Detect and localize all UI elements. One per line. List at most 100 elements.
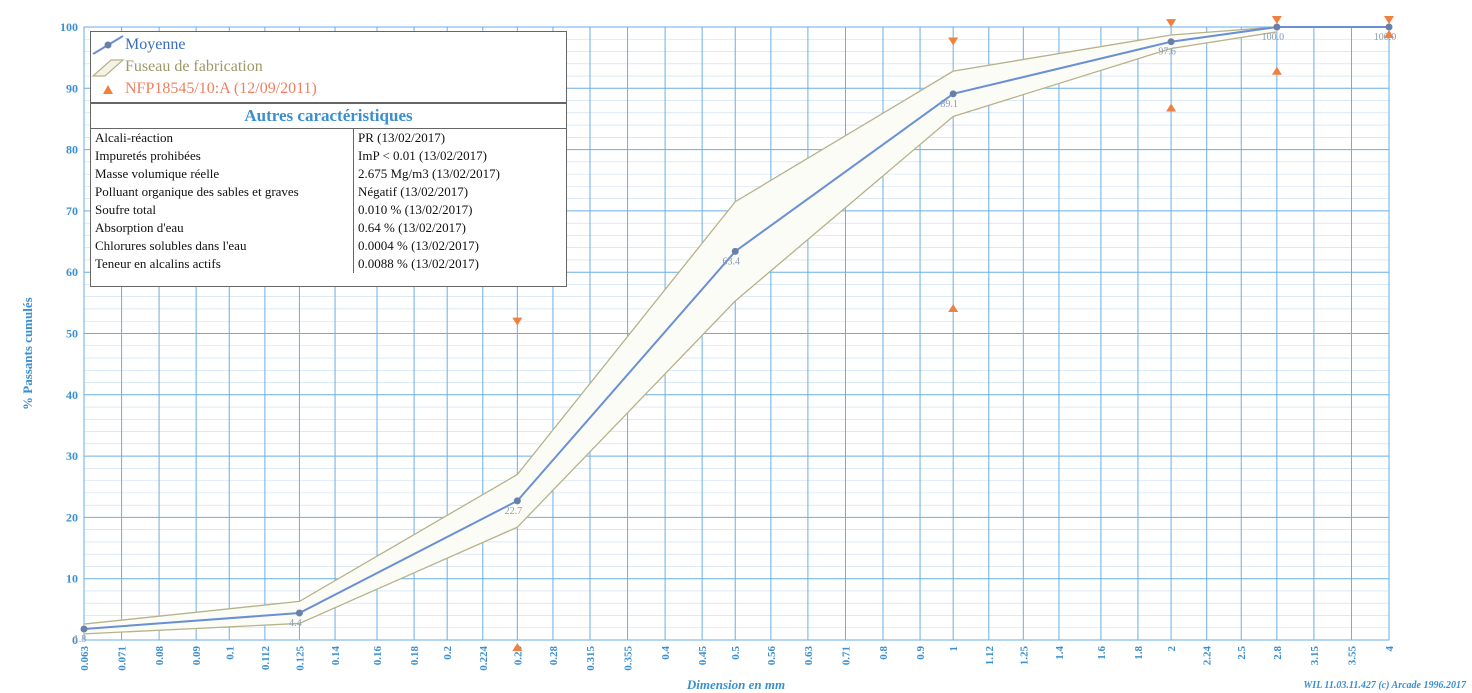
data-point-moyenne (731, 247, 739, 255)
characteristics-title: Autres caractéristiques (91, 104, 566, 129)
x-tick-label: 0.28 (548, 646, 560, 666)
x-tick-label: 1.6 (1096, 646, 1108, 660)
data-label-moyenne: 1.8 (74, 634, 87, 645)
row-name: Masse volumique réelle (91, 165, 354, 183)
x-tick-label: 1.25 (1018, 646, 1030, 666)
row-value: 0.64 % (13/02/2017) (358, 220, 466, 235)
row-value: 0.0088 % (13/02/2017) (358, 256, 479, 271)
spec-min-marker (1166, 103, 1177, 112)
row-name: Alcali-réaction (91, 129, 354, 147)
spec-min-marker (512, 643, 523, 651)
data-point-moyenne (1167, 38, 1175, 46)
x-tick-label: 0.315 (585, 646, 597, 671)
row-name: Polluant organique des sables et graves (91, 183, 354, 201)
x-tick-label: 0.063 (79, 646, 91, 671)
x-tick-label: 0.08 (154, 646, 166, 666)
x-tick-label: 2.24 (1202, 646, 1214, 666)
row-value: 0.0004 % (13/02/2017) (358, 238, 479, 253)
table-row: Polluant organique des sables et graves N… (91, 183, 566, 201)
plot-frame (83, 26, 1390, 641)
x-tick-label: 2 (1166, 646, 1178, 652)
x-tick-label: 0.2 (442, 646, 454, 660)
data-point-moyenne (949, 90, 957, 98)
x-tick-label: 0.112 (260, 646, 272, 671)
legend-item-moyenne: Moyenne (91, 34, 566, 56)
x-tick-label: 3.15 (1309, 646, 1321, 666)
row-value: ImP < 0.01 (13/02/2017) (358, 148, 487, 163)
row-name: Absorption d'eau (91, 219, 354, 237)
x-tick-label: 0.071 (117, 646, 129, 671)
x-tick-label: 1.4 (1054, 646, 1066, 660)
x-tick-label: 3.55 (1346, 646, 1358, 666)
x-tick-label: 2.8 (1272, 646, 1284, 660)
spec-max-marker (1271, 16, 1282, 24)
table-row: Impuretés prohibées ImP < 0.01 (13/02/201… (91, 147, 566, 165)
x-tick-label: 4 (1384, 646, 1396, 652)
table-row: Absorption d'eau 0.64 % (13/02/2017) (91, 219, 566, 237)
y-tick-label: 70 (66, 204, 78, 218)
envelope-area (84, 27, 1277, 634)
envelope-upper-line (83, 26, 1277, 625)
data-label-moyenne: 22.7 (505, 506, 523, 517)
y-tick-label: 90 (66, 81, 78, 95)
characteristics-rows: Alcali-réaction PR (13/02/2017) Impuretés… (91, 129, 566, 273)
x-tick-label: 0.5 (730, 646, 742, 660)
data-point-moyenne (295, 609, 303, 617)
legend-label-fuseau: Fuseau de fabrication (125, 58, 263, 75)
y-tick-label: 30 (66, 449, 78, 463)
x-tick-label: 0.4 (660, 646, 672, 660)
legend-label-moyenne: Moyenne (125, 36, 186, 53)
spec-max-marker (948, 37, 959, 46)
legend-label-norme: NFP18545/10:A (12/09/2011) (125, 80, 317, 97)
legend-item-fuseau: Fuseau de fabrication (91, 56, 566, 78)
data-label-moyenne: 63.4 (722, 256, 740, 267)
table-row: Alcali-réaction PR (13/02/2017) (91, 129, 566, 147)
row-name: Impuretés prohibées (91, 147, 354, 165)
row-value: 0.010 % (13/02/2017) (358, 202, 473, 217)
data-label-moyenne: 100.0 (1262, 32, 1285, 43)
row-value: PR (13/02/2017) (358, 130, 446, 145)
table-row: Soufre total 0.010 % (13/02/2017) (91, 201, 566, 219)
spec-min-marker (1271, 66, 1282, 75)
row-name: Soufre total (91, 201, 354, 219)
legend-item-norme: NFP18545/10:A (12/09/2011) (91, 78, 566, 100)
x-tick-label: 2.5 (1236, 646, 1248, 660)
x-tick-label: 0.71 (840, 646, 852, 665)
x-tick-label: 0.8 (878, 646, 890, 660)
y-tick-label: 50 (66, 327, 78, 341)
spec-max-marker (1384, 16, 1394, 24)
table-row: Masse volumique réelle 2.675 Mg/m3 (13/02… (91, 165, 566, 183)
characteristics-table: Autres caractéristiques Alcali-réaction P… (90, 103, 567, 287)
x-tick-label: 1.12 (984, 646, 996, 666)
x-tick-label: 0.355 (623, 646, 635, 671)
y-tick-label: 100 (60, 20, 78, 34)
x-tick-label: 0.14 (330, 646, 342, 666)
row-name: Teneur en alcalins actifs (91, 255, 354, 273)
x-tick-label: 0.09 (191, 646, 203, 666)
data-point-moyenne (80, 625, 88, 633)
legend-envelope-icon (91, 59, 125, 77)
spec-max-marker (512, 317, 523, 326)
table-row: Chlorures solubles dans l'eau 0.0004 % (1… (91, 237, 566, 255)
y-axis-label: % Passants cumulés (8, 270, 38, 470)
y-tick-label: 10 (66, 572, 78, 586)
x-tick-label: 0.56 (766, 646, 778, 666)
y-tick-label: 40 (66, 388, 78, 402)
x-tick-label: 0.1 (224, 646, 236, 660)
y-axis-label-text: % Passants cumulés (20, 297, 35, 410)
row-name: Chlorures solubles dans l'eau (91, 237, 354, 255)
data-label-moyenne: 89.1 (940, 99, 958, 110)
legend: Moyenne Fuseau de fabrication NFP18545/1… (90, 31, 567, 103)
spec-max-marker (1166, 19, 1177, 28)
data-point-moyenne (513, 497, 521, 505)
x-tick-label: 0.125 (294, 646, 306, 671)
x-tick-label: 0.16 (372, 646, 384, 666)
x-tick-label: 1.8 (1133, 646, 1145, 660)
data-point-moyenne (1385, 23, 1393, 31)
row-value: Négatif (13/02/2017) (358, 184, 469, 199)
row-value: 2.675 Mg/m3 (13/02/2017) (358, 166, 500, 181)
x-tick-label: 0.45 (697, 646, 709, 666)
x-tick-label: 0.224 (478, 646, 490, 671)
y-tick-label: 60 (66, 265, 78, 279)
x-tick-label: 1 (948, 646, 960, 652)
